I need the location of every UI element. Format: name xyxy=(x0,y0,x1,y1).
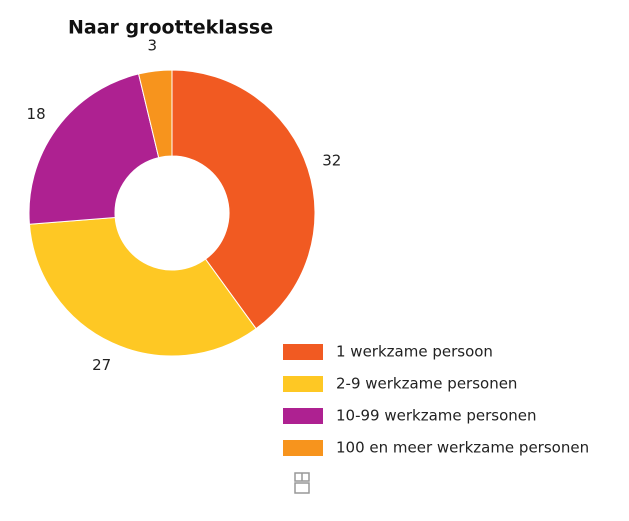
data-label: 32 xyxy=(322,152,341,170)
chart-title: Naar grootteklasse xyxy=(68,17,273,39)
logo xyxy=(294,472,310,494)
legend-swatch xyxy=(283,440,323,456)
data-label: 27 xyxy=(92,356,111,374)
donut-slice xyxy=(138,69,173,159)
donut-slice xyxy=(28,73,160,225)
legend-label: 10-99 werkzame personen xyxy=(336,407,537,425)
legend-label: 1 werkzame persoon xyxy=(336,343,493,361)
data-label: 18 xyxy=(27,105,46,123)
donut-slice xyxy=(171,69,316,330)
legend-swatch xyxy=(283,344,323,360)
legend-swatch xyxy=(283,408,323,424)
legend-label: 100 en meer werkzame personen xyxy=(336,439,589,457)
legend-swatch xyxy=(283,376,323,392)
data-label: 3 xyxy=(147,37,157,55)
donut-slice xyxy=(28,216,257,357)
legend-label: 2-9 werkzame personen xyxy=(336,375,517,393)
